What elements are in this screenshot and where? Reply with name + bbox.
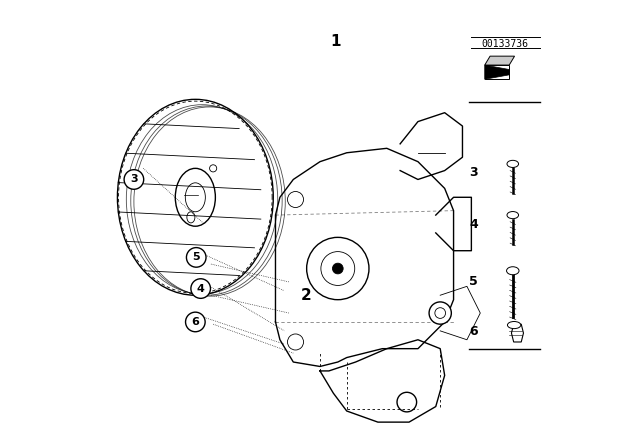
Text: 1: 1 xyxy=(330,34,341,49)
Text: 3: 3 xyxy=(130,174,138,185)
Text: 6: 6 xyxy=(191,317,199,327)
Polygon shape xyxy=(484,56,515,65)
Text: 4: 4 xyxy=(196,284,205,293)
Polygon shape xyxy=(484,65,509,79)
Text: 5: 5 xyxy=(193,252,200,263)
Polygon shape xyxy=(511,324,524,342)
Circle shape xyxy=(186,312,205,332)
Text: 2: 2 xyxy=(300,288,311,303)
Text: 6: 6 xyxy=(469,325,478,338)
Text: 3: 3 xyxy=(469,166,478,179)
Polygon shape xyxy=(484,65,509,79)
Circle shape xyxy=(191,279,211,298)
Ellipse shape xyxy=(508,322,521,329)
Text: 4: 4 xyxy=(469,217,478,231)
Circle shape xyxy=(332,263,343,274)
Ellipse shape xyxy=(506,267,519,275)
Circle shape xyxy=(186,248,206,267)
Circle shape xyxy=(124,170,144,189)
Circle shape xyxy=(429,302,451,324)
Ellipse shape xyxy=(507,211,518,219)
Ellipse shape xyxy=(507,160,518,168)
Text: 00133736: 00133736 xyxy=(481,39,528,49)
Text: 5: 5 xyxy=(469,276,478,289)
